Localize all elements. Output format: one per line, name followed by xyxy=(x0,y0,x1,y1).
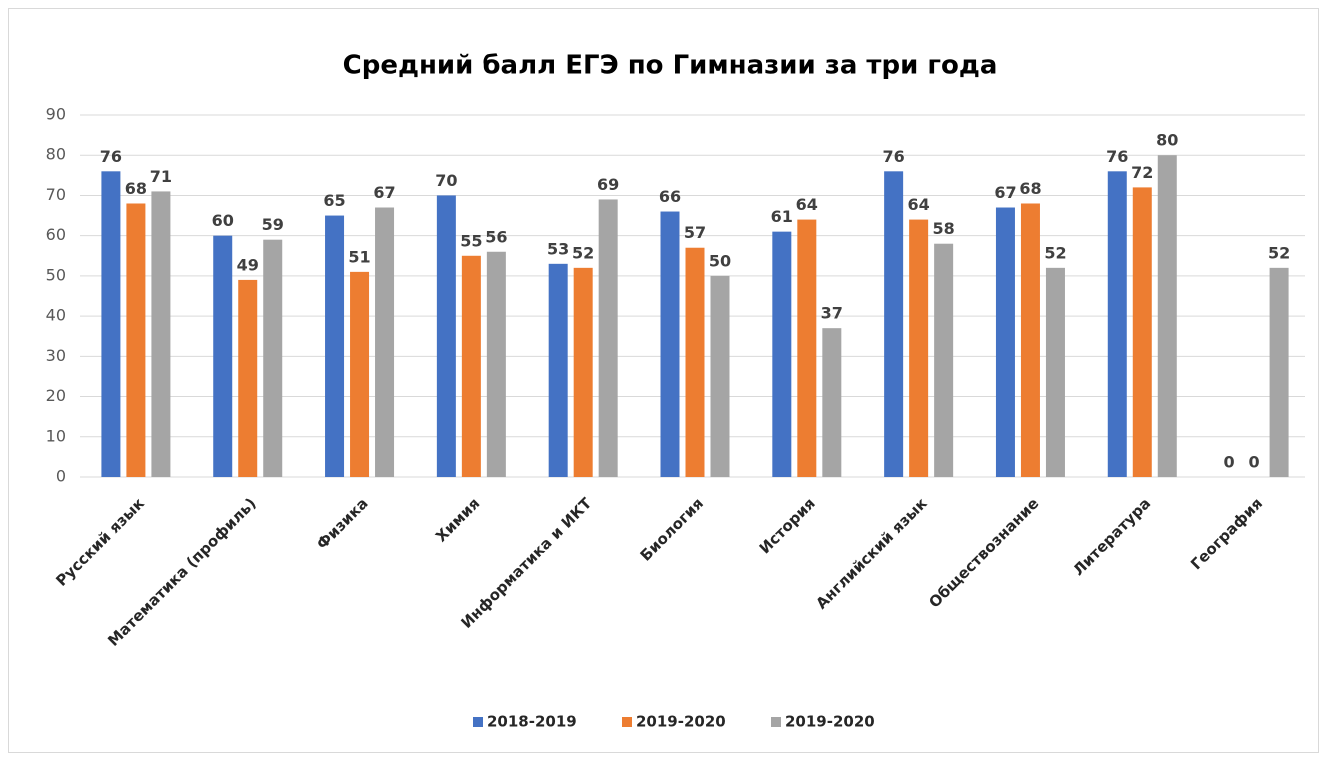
bar xyxy=(995,207,1015,477)
data-label: 67 xyxy=(373,183,395,202)
data-label: 52 xyxy=(1044,243,1066,262)
bar xyxy=(797,219,817,478)
data-label: 52 xyxy=(1268,243,1290,262)
data-label: 68 xyxy=(1019,179,1041,198)
y-tick-label: 40 xyxy=(46,306,66,325)
data-label: 49 xyxy=(237,255,259,274)
data-label: 56 xyxy=(485,227,507,246)
data-label: 64 xyxy=(796,195,818,214)
legend-label: 2019-2020 xyxy=(636,713,726,731)
bar xyxy=(772,231,792,477)
legend-label: 2019-2020 xyxy=(785,713,875,731)
data-label: 70 xyxy=(435,171,457,190)
bar xyxy=(238,279,258,477)
bar xyxy=(1269,267,1289,477)
data-label: 72 xyxy=(1131,163,1153,182)
bar xyxy=(573,267,593,477)
y-tick-label: 20 xyxy=(46,386,66,405)
data-label: 68 xyxy=(125,179,147,198)
bar xyxy=(685,247,705,477)
bar xyxy=(660,211,680,478)
data-label: 53 xyxy=(547,239,569,258)
bar xyxy=(598,199,618,477)
legend-swatch xyxy=(771,717,781,727)
y-tick-label: 10 xyxy=(46,426,66,445)
bar xyxy=(375,207,395,477)
legend-swatch xyxy=(622,717,632,727)
bar xyxy=(126,203,146,477)
bar xyxy=(350,271,370,477)
data-label: 80 xyxy=(1156,131,1178,150)
data-label: 0 xyxy=(1249,453,1260,472)
data-label: 76 xyxy=(1106,147,1128,166)
data-label: 69 xyxy=(597,175,619,194)
data-label: 52 xyxy=(572,243,594,262)
bar xyxy=(151,191,171,477)
data-label: 0 xyxy=(1224,453,1235,472)
data-label: 59 xyxy=(262,215,284,234)
bar xyxy=(101,171,121,478)
bar xyxy=(1132,187,1152,477)
bar xyxy=(1157,155,1177,477)
data-label: 64 xyxy=(908,195,930,214)
bar xyxy=(1020,203,1040,477)
data-label: 51 xyxy=(348,247,370,266)
data-label: 58 xyxy=(933,219,955,238)
bar xyxy=(1107,171,1127,478)
bar xyxy=(822,328,842,477)
data-label: 61 xyxy=(771,207,793,226)
data-label: 57 xyxy=(684,223,706,242)
y-tick-label: 50 xyxy=(46,265,66,284)
legend-label: 2018-2019 xyxy=(487,713,577,731)
y-tick-label: 0 xyxy=(56,467,66,486)
bar xyxy=(548,263,568,477)
bar xyxy=(884,171,904,478)
bar xyxy=(461,255,481,477)
data-label: 65 xyxy=(323,191,345,210)
data-label: 66 xyxy=(659,187,681,206)
data-label: 50 xyxy=(709,251,731,270)
bar xyxy=(934,243,954,477)
y-tick-label: 60 xyxy=(46,225,66,244)
y-tick-label: 30 xyxy=(46,346,66,365)
data-label: 60 xyxy=(212,211,234,230)
data-label: 37 xyxy=(821,304,843,323)
bar xyxy=(213,235,233,477)
bar xyxy=(909,219,929,478)
y-tick-label: 90 xyxy=(46,105,66,124)
data-label: 67 xyxy=(994,183,1016,202)
bar xyxy=(486,251,506,477)
data-label: 76 xyxy=(100,147,122,166)
bar xyxy=(325,215,345,478)
bar xyxy=(1045,267,1065,477)
data-label: 76 xyxy=(883,147,905,166)
legend-swatch xyxy=(473,717,483,727)
chart-title: Средний балл ЕГЭ по Гимназии за три года xyxy=(343,51,998,81)
bar xyxy=(436,195,456,477)
bar xyxy=(710,275,730,477)
bar xyxy=(263,239,283,477)
data-label: 55 xyxy=(460,231,482,250)
y-tick-label: 80 xyxy=(46,145,66,164)
data-label: 71 xyxy=(150,167,172,186)
y-tick-label: 70 xyxy=(46,185,66,204)
